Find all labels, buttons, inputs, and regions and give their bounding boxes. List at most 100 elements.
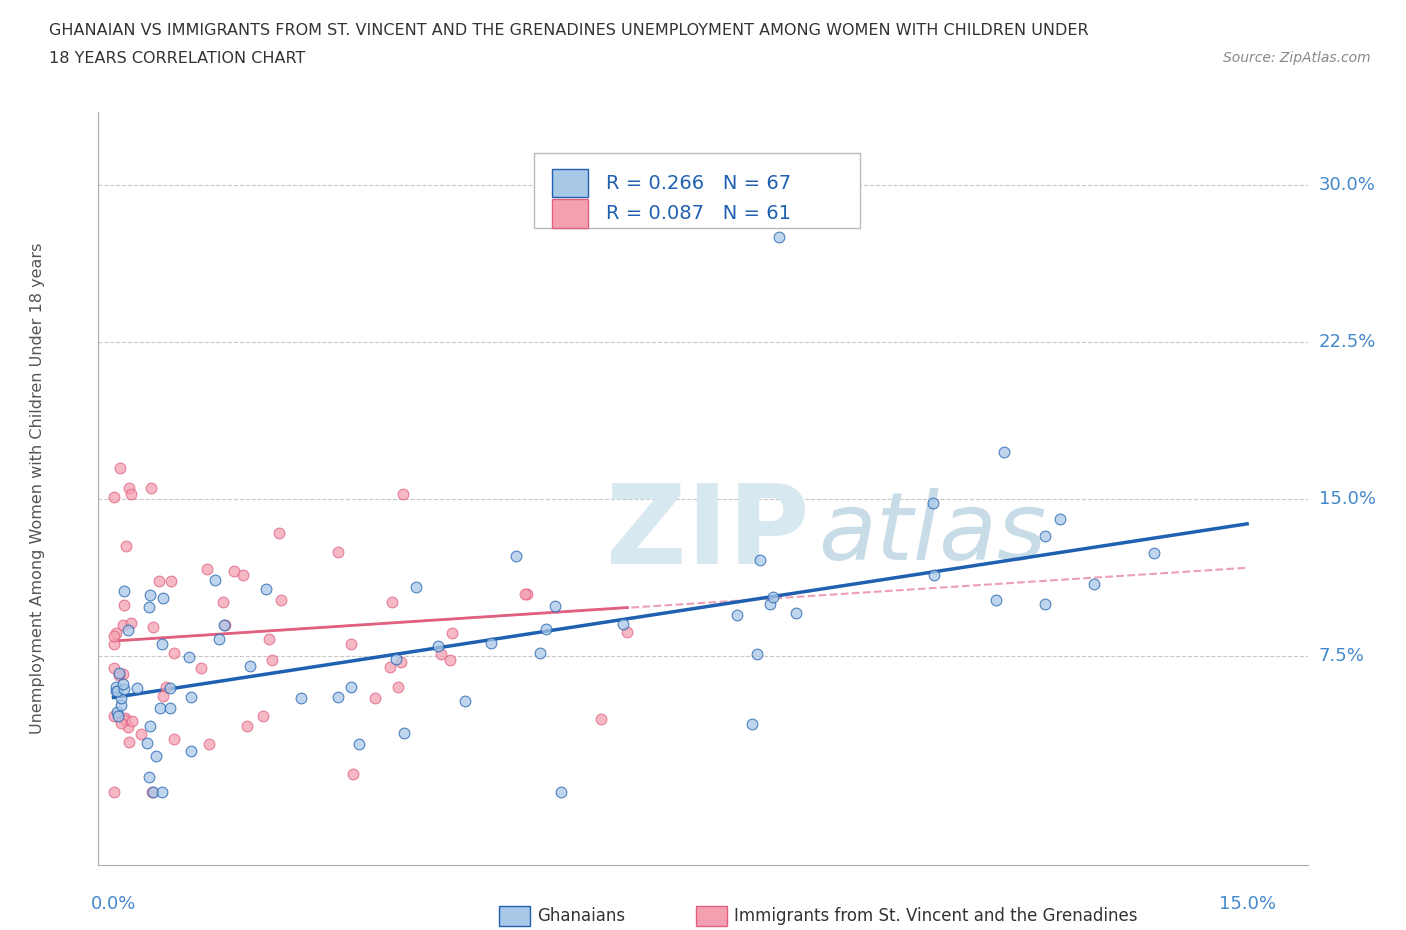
- Point: [159, 700, 181, 715]
- Point: [103, 636, 125, 651]
- Text: R = 0.087   N = 61: R = 0.087 N = 61: [606, 204, 792, 223]
- Point: [150, 636, 173, 651]
- Point: [121, 713, 143, 728]
- Point: [516, 586, 538, 601]
- Point: [326, 690, 349, 705]
- Point: [214, 618, 236, 632]
- Point: [748, 553, 770, 568]
- Point: [180, 743, 202, 758]
- Text: 22.5%: 22.5%: [1319, 333, 1376, 351]
- Point: [117, 720, 139, 735]
- Point: [387, 680, 409, 695]
- Point: [112, 583, 135, 598]
- Point: [112, 681, 135, 696]
- FancyBboxPatch shape: [534, 153, 860, 229]
- Point: [145, 749, 167, 764]
- FancyBboxPatch shape: [551, 169, 588, 197]
- Point: [136, 736, 159, 751]
- Point: [204, 573, 226, 588]
- Point: [108, 668, 131, 683]
- Point: [1049, 512, 1071, 526]
- Point: [112, 667, 135, 682]
- Point: [179, 650, 201, 665]
- Point: [340, 680, 363, 695]
- Point: [104, 684, 127, 698]
- Point: [155, 680, 177, 695]
- Point: [138, 599, 160, 614]
- Text: atlas: atlas: [818, 488, 1046, 579]
- Point: [110, 698, 132, 712]
- Point: [454, 693, 477, 708]
- Point: [924, 567, 946, 582]
- Point: [195, 562, 218, 577]
- Point: [142, 784, 165, 799]
- Text: Unemployment Among Women with Children Under 18 years: Unemployment Among Women with Children U…: [31, 243, 45, 734]
- Point: [239, 658, 262, 673]
- Point: [110, 716, 132, 731]
- Point: [349, 737, 371, 751]
- Point: [112, 598, 135, 613]
- Point: [290, 690, 312, 705]
- Point: [211, 595, 233, 610]
- Point: [105, 680, 128, 695]
- Point: [103, 709, 125, 724]
- Text: 15.0%: 15.0%: [1319, 490, 1375, 508]
- Point: [534, 622, 557, 637]
- Point: [479, 635, 502, 650]
- Point: [103, 784, 125, 799]
- Text: Immigrants from St. Vincent and the Grenadines: Immigrants from St. Vincent and the Gren…: [734, 907, 1137, 925]
- Point: [515, 586, 537, 601]
- Point: [342, 766, 364, 781]
- Point: [768, 230, 790, 245]
- Point: [224, 564, 246, 578]
- Point: [110, 461, 132, 476]
- Point: [725, 607, 748, 622]
- Point: [505, 549, 527, 564]
- Text: 0.0%: 0.0%: [91, 896, 136, 913]
- Point: [1033, 597, 1056, 612]
- Point: [108, 666, 131, 681]
- Point: [163, 731, 186, 746]
- Point: [405, 579, 427, 594]
- Point: [111, 618, 134, 632]
- Point: [149, 701, 172, 716]
- Text: Source: ZipAtlas.com: Source: ZipAtlas.com: [1223, 51, 1371, 65]
- Text: Ghanaians: Ghanaians: [537, 907, 626, 925]
- Point: [785, 605, 807, 620]
- Point: [163, 645, 186, 660]
- Point: [141, 784, 163, 799]
- Text: ZIP: ZIP: [606, 480, 810, 587]
- Point: [616, 625, 638, 640]
- Point: [269, 525, 291, 540]
- FancyBboxPatch shape: [551, 199, 588, 228]
- Point: [114, 711, 136, 725]
- Point: [984, 592, 1007, 607]
- Point: [252, 708, 274, 723]
- Point: [129, 726, 152, 741]
- Point: [257, 631, 280, 646]
- Point: [426, 639, 449, 654]
- Text: 18 YEARS CORRELATION CHART: 18 YEARS CORRELATION CHART: [49, 51, 305, 66]
- Point: [117, 622, 139, 637]
- Point: [550, 784, 572, 799]
- Point: [235, 719, 257, 734]
- Point: [138, 769, 160, 784]
- Point: [389, 655, 412, 670]
- Point: [152, 688, 174, 703]
- Point: [762, 590, 785, 604]
- Point: [232, 567, 254, 582]
- Point: [118, 481, 141, 496]
- Point: [138, 588, 160, 603]
- Point: [114, 713, 136, 728]
- Point: [160, 574, 183, 589]
- Point: [107, 684, 129, 698]
- Point: [260, 652, 283, 667]
- Point: [150, 784, 173, 799]
- Point: [381, 594, 404, 609]
- Point: [118, 735, 141, 750]
- Point: [364, 690, 387, 705]
- Point: [1033, 528, 1056, 543]
- Point: [110, 691, 132, 706]
- Point: [103, 660, 125, 675]
- Point: [139, 718, 162, 733]
